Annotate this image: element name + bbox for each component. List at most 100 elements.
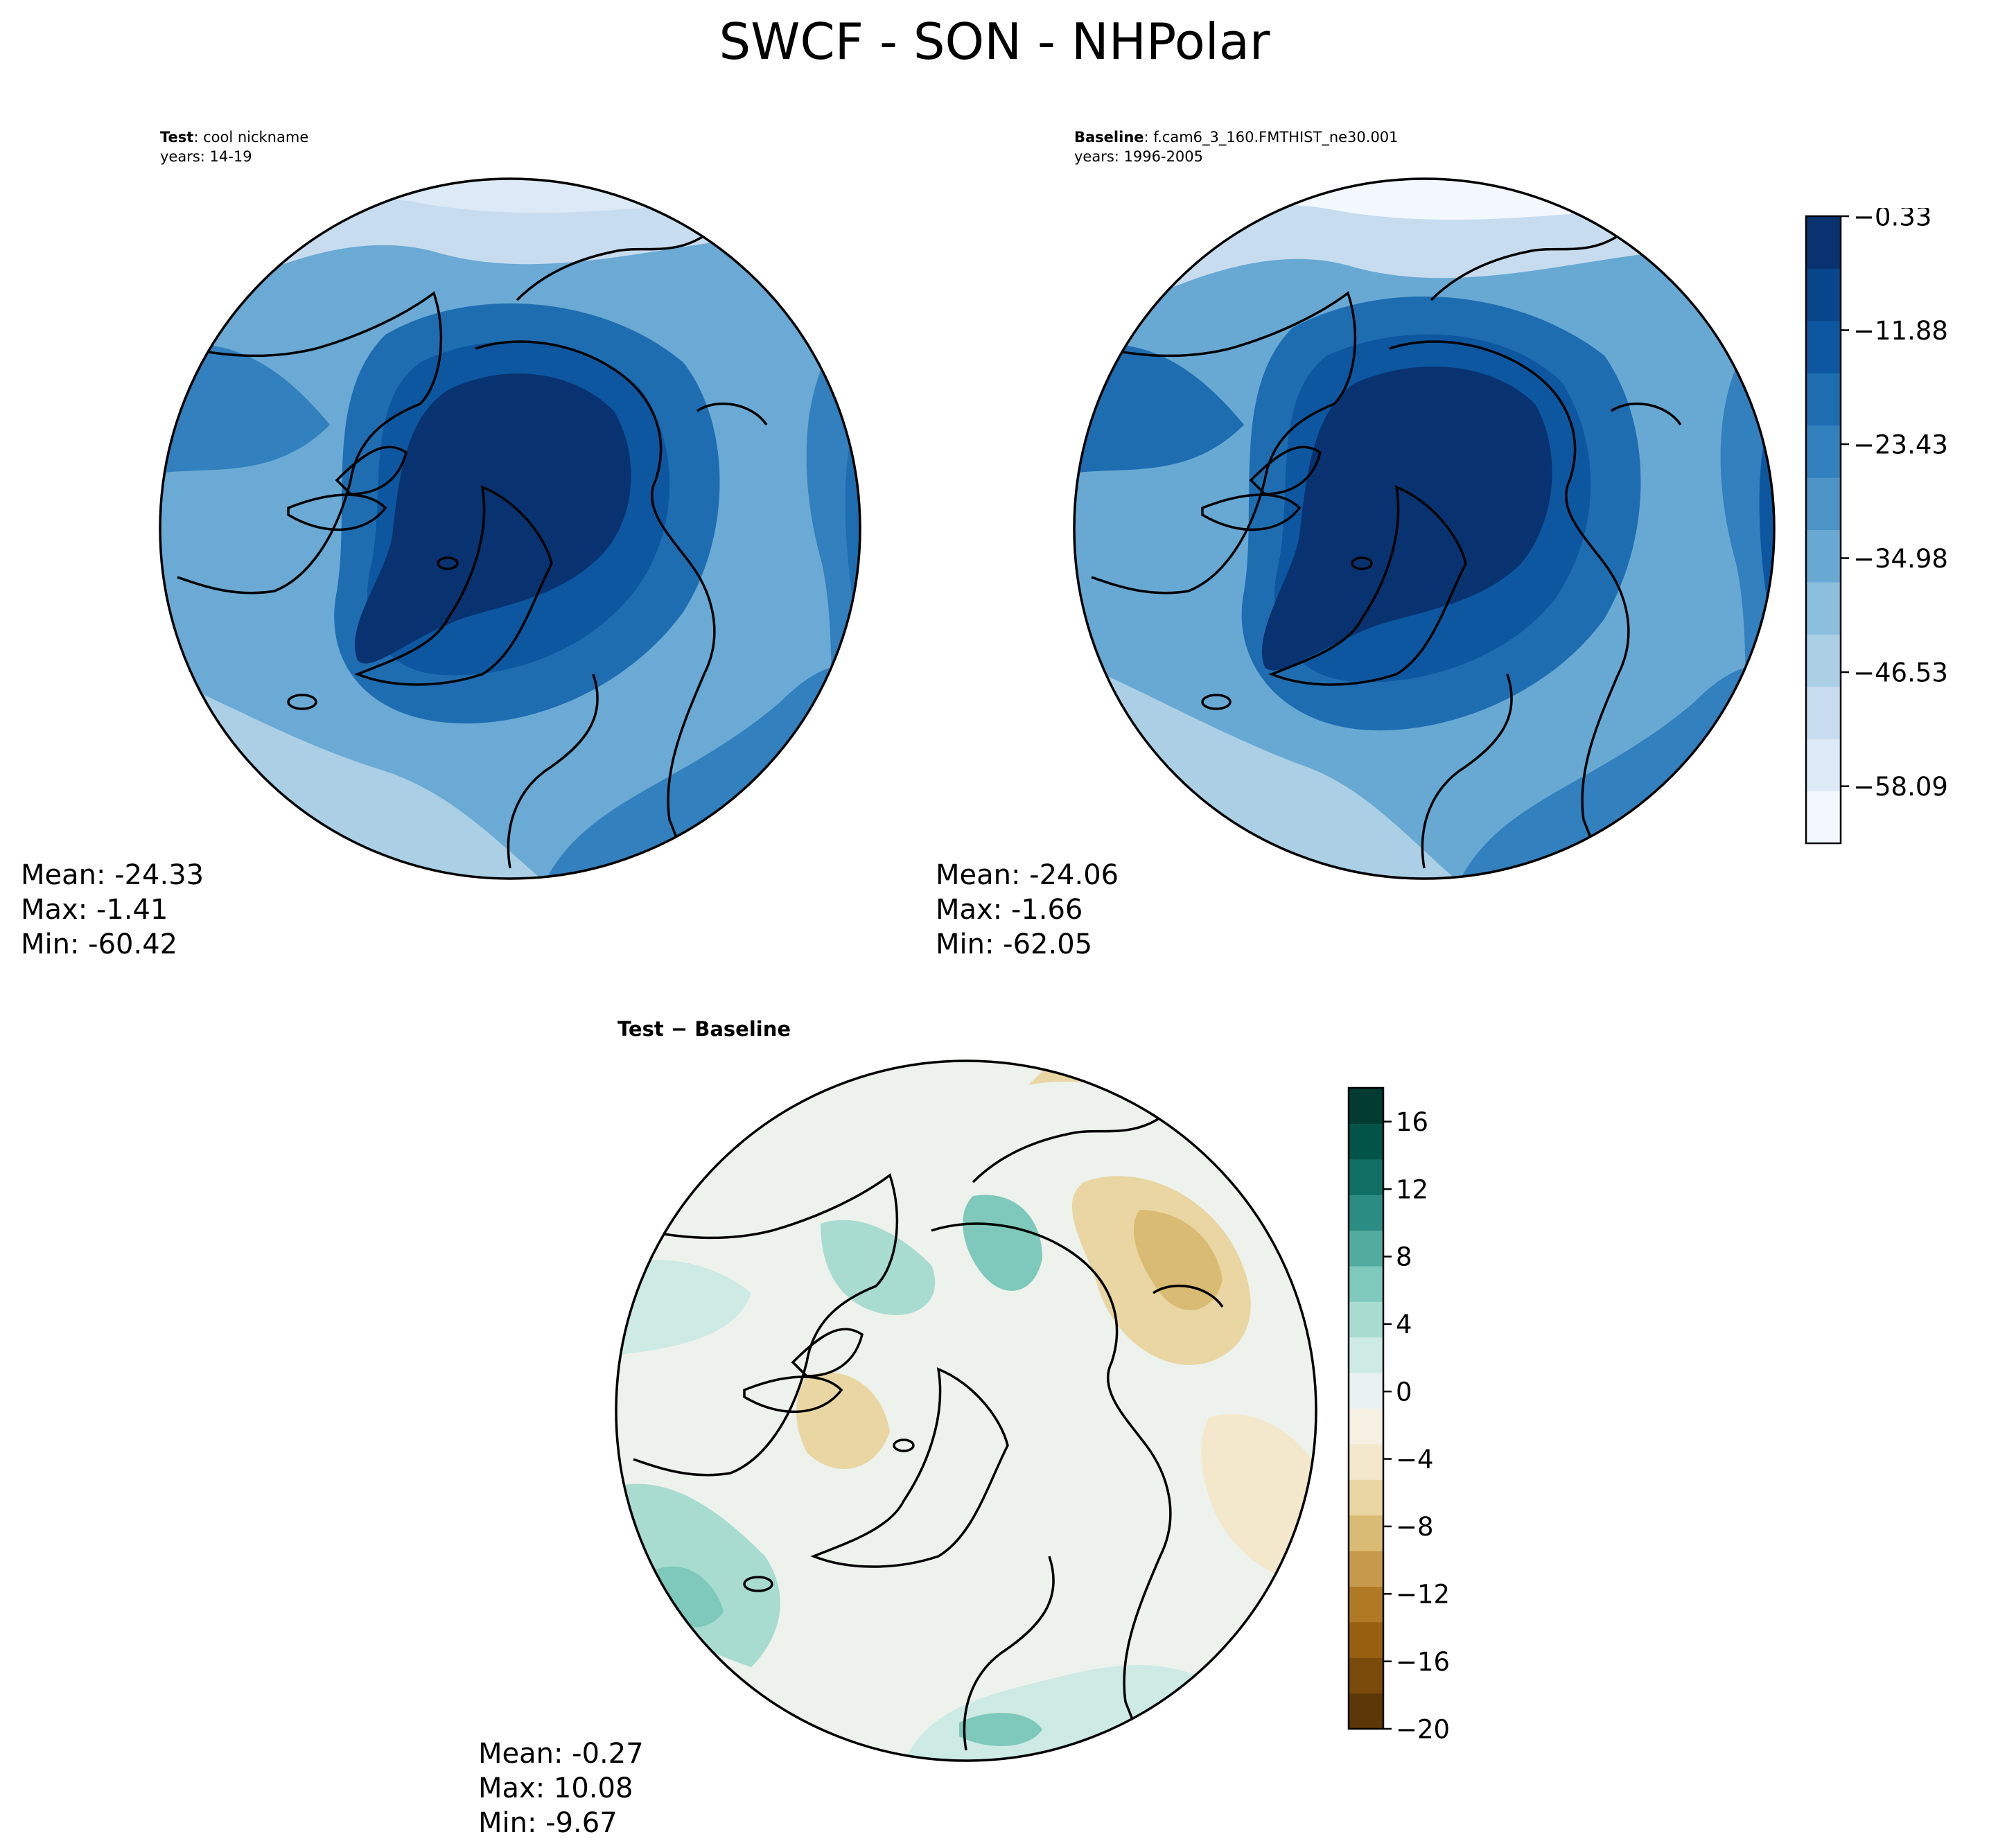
coastline — [507, 674, 599, 869]
field-band — [1261, 367, 1552, 671]
colorbar-segment — [1349, 1443, 1383, 1480]
colorbar-tick-label: −11.88 — [1853, 316, 1948, 346]
colorbar-tick-label: −20 — [1396, 1714, 1450, 1744]
polar-map — [159, 177, 861, 880]
stats-max: Max: -1.41 — [21, 894, 168, 926]
panel-subtitle: years: 1996-2005 — [1074, 148, 1204, 165]
field-band — [354, 373, 631, 664]
colorbar-segment — [1806, 791, 1841, 844]
panel-title: Test − Baseline — [617, 1017, 791, 1041]
map-boundary — [1073, 177, 1776, 880]
colorbar-segment — [1806, 529, 1841, 583]
colorbar-segment — [1349, 1337, 1383, 1373]
colorbar-segment — [1806, 320, 1841, 373]
colorbar-tick-label: −34.98 — [1853, 544, 1948, 574]
coastline — [475, 340, 716, 879]
panel-subtitle: years: 14-19 — [160, 148, 252, 165]
colorbar-tick-label: −4 — [1396, 1445, 1434, 1475]
colorbar-tick-label: 0 — [1396, 1377, 1412, 1407]
colorbar-segment — [1349, 1265, 1383, 1302]
coastline — [1074, 291, 1357, 595]
coastline — [743, 1576, 773, 1592]
field-band — [160, 344, 330, 473]
colorbar-segment — [1806, 686, 1841, 739]
colorbar-segment — [1349, 1693, 1383, 1730]
coastline — [696, 402, 768, 425]
colorbar-segment — [1349, 1586, 1383, 1623]
coastline — [931, 1222, 1172, 1761]
colorbar-tick-label: −8 — [1396, 1512, 1434, 1542]
colorbar-segment — [1349, 1621, 1383, 1658]
coastline — [1153, 1284, 1224, 1308]
colorbar-segment — [1806, 739, 1841, 792]
colorbar-segment — [1806, 581, 1841, 635]
colorbar-segment — [1349, 1408, 1383, 1445]
colorbar-tick-label: −0.33 — [1853, 208, 1931, 231]
colorbar-tick-label: −58.09 — [1853, 772, 1948, 802]
colorbar-tick-label: 16 — [1396, 1107, 1428, 1137]
coastline — [616, 1173, 899, 1477]
colorbar-segment — [1806, 477, 1841, 530]
colorbar-tick-label: 4 — [1396, 1310, 1412, 1339]
colorbar-tick-label: −46.53 — [1853, 658, 1948, 687]
colorbar-segment — [1349, 1657, 1383, 1694]
coastline — [893, 1438, 915, 1452]
panel-title-rest: : f.cam6_3_160.FMTHIST_ne30.001 — [1144, 129, 1399, 146]
field-band — [959, 1713, 1042, 1746]
colorbar-segment — [1349, 1373, 1383, 1409]
colorbar-segment — [1349, 1195, 1383, 1231]
colorbar-tick-label: 8 — [1396, 1242, 1412, 1272]
coastline — [1611, 402, 1682, 425]
colorbar-segment — [1349, 1123, 1383, 1160]
coastline — [1201, 694, 1232, 710]
map-boundary — [615, 1059, 1317, 1762]
polar-map — [615, 1059, 1317, 1762]
colorbar-tick-label: −12 — [1396, 1580, 1450, 1610]
colorbar-segment — [1806, 634, 1841, 687]
coastline — [287, 493, 387, 531]
stats-max: Max: -1.66 — [936, 894, 1083, 926]
field-band — [1074, 344, 1244, 473]
coastline — [437, 556, 459, 570]
coastline — [160, 291, 443, 595]
field-band — [616, 1260, 751, 1355]
coastline — [963, 1556, 1055, 1751]
coastline — [287, 694, 317, 710]
field-band — [821, 1220, 936, 1315]
stats-mean: Mean: -0.27 — [478, 1738, 644, 1770]
colorbar-segment — [1806, 373, 1841, 426]
coastline — [810, 1367, 1009, 1568]
stats-max: Max: 10.08 — [478, 1772, 633, 1804]
colorbar-tick-label: −16 — [1396, 1647, 1450, 1677]
coastline — [1421, 674, 1513, 869]
colorbar-frame — [1347, 1086, 1385, 1730]
colorbar-segment — [1349, 1301, 1383, 1338]
colorbar-diff: 16 12 8 4 0 −4 −8 −12 −16 −20 — [1347, 1086, 1450, 1744]
stats-mean: Mean: -24.33 — [21, 859, 204, 891]
colorbar-segment — [1349, 1479, 1383, 1516]
colorbar-segment — [1349, 1088, 1383, 1124]
colorbar-segment — [1806, 425, 1841, 478]
coastline — [1389, 340, 1630, 879]
panel-title: Baseline: f.cam6_3_160.FMTHIST_ne30.001 — [1074, 129, 1399, 146]
stats-mean: Mean: -24.06 — [936, 859, 1119, 891]
figure-title: SWCF - SON - NHPolar — [719, 12, 1270, 71]
field-band — [796, 1372, 890, 1469]
stats-min: Min: -62.05 — [936, 929, 1093, 960]
colorbar-segment — [1349, 1515, 1383, 1551]
coastline — [354, 485, 553, 686]
field-band — [616, 1061, 751, 1141]
coastline — [335, 446, 408, 495]
panel-title-bold: Test — [160, 129, 194, 146]
colorbar-segment — [1806, 268, 1841, 322]
colorbar-tick-label: 12 — [1396, 1174, 1428, 1204]
coastline — [1249, 446, 1322, 495]
polar-map — [1073, 177, 1776, 880]
map-boundary — [159, 177, 861, 880]
coastline — [1351, 556, 1373, 570]
field-band — [1133, 1210, 1223, 1310]
colorbar-segment — [1349, 1230, 1383, 1267]
panel-title: Test: cool nickname — [160, 129, 308, 146]
colorbar-segment — [1806, 216, 1841, 269]
colorbar-segment — [1349, 1159, 1383, 1195]
